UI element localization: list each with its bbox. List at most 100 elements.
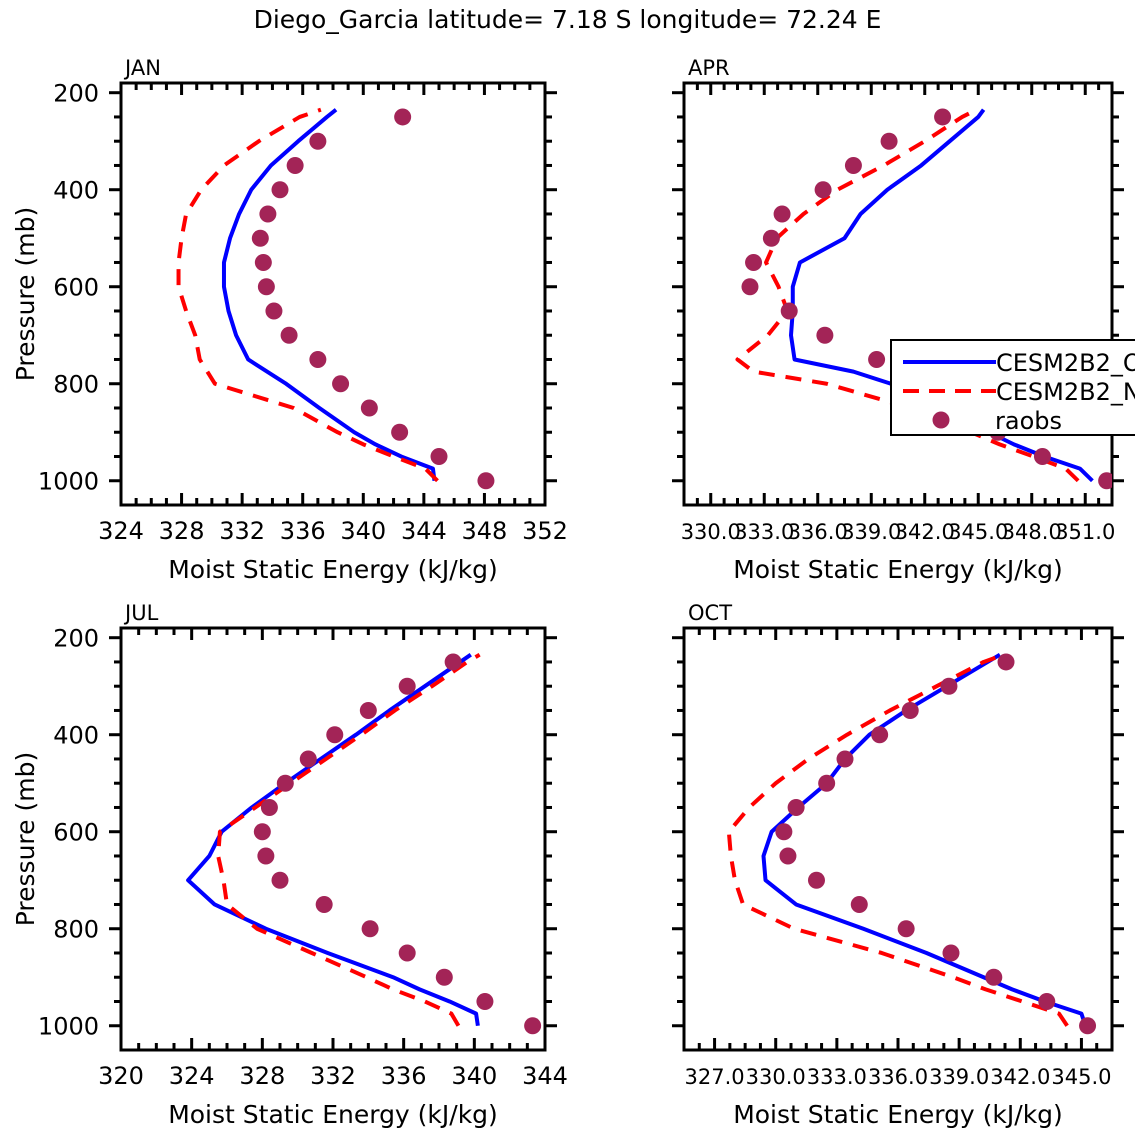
panel-frame-jul: [119, 626, 547, 1052]
y-axis-label: Pressure (mb): [11, 752, 40, 926]
raobs-point: [997, 653, 1015, 671]
raobs-point: [1033, 447, 1051, 465]
raobs-point: [394, 108, 412, 126]
raobs-point: [286, 156, 304, 174]
raobs-point: [444, 653, 462, 671]
raobs-point: [880, 132, 898, 150]
raobs-point: [745, 253, 763, 271]
panel-jan: JAN 324 328 332 336 340 344 348 352 200 400 600 800 1…: [11, 56, 568, 584]
raobs-point: [435, 968, 453, 986]
raobs-point: [807, 871, 825, 889]
raobs-point: [1038, 992, 1056, 1010]
raobs-point: [775, 823, 793, 841]
legend-box: [890, 339, 1135, 436]
raobs-point: [259, 205, 277, 223]
raobs-point: [940, 677, 958, 695]
raobs-point: [260, 798, 278, 816]
xtick-label: 330.0: [681, 520, 741, 544]
xtick-label: 348.0: [1002, 520, 1062, 544]
series-line-oslo: [761, 652, 1088, 1027]
series-line-oslo: [221, 108, 437, 481]
legend-label: raobs: [995, 407, 1062, 435]
ytick-label: 600: [53, 819, 99, 847]
raobs-point: [850, 895, 868, 913]
xtick-label: 351.0: [1055, 520, 1115, 544]
series-raobs-markers: [251, 108, 495, 490]
raobs-point: [271, 871, 289, 889]
raobs-point: [257, 847, 275, 865]
xtick-label: 336: [381, 1062, 427, 1090]
xtick-label: 345.0: [1051, 1065, 1111, 1089]
xtick-label: 328: [159, 517, 205, 545]
xtick-label: 336.0: [868, 1065, 928, 1089]
raobs-point: [477, 472, 495, 490]
raobs-point: [257, 278, 275, 296]
raobs-point: [836, 750, 854, 768]
series-line-ncar: [176, 107, 439, 483]
panel-apr: APR 330.0333.0336.0339.0342.0345.0348.035…: [672, 56, 1135, 584]
raobs-point: [476, 992, 494, 1010]
raobs-point: [360, 399, 378, 417]
raobs-point: [844, 156, 862, 174]
y-axis-label: Pressure (mb): [11, 207, 40, 381]
raobs-point: [398, 944, 416, 962]
ytick-label: 1000: [38, 468, 99, 496]
ytick-label: 200: [53, 80, 99, 108]
ytick-label: 400: [53, 177, 99, 205]
raobs-point: [326, 726, 344, 744]
data-layer: [726, 652, 1097, 1035]
x-axis-label: Moist Static Energy (kJ/kg): [733, 1100, 1063, 1129]
raobs-point: [299, 750, 317, 768]
raobs-point: [773, 205, 791, 223]
raobs-point: [934, 108, 952, 126]
data-layer: [176, 107, 495, 490]
series-line-oslo: [186, 653, 480, 1027]
series-line-oslo: [789, 108, 1094, 483]
x-axis-label: Moist Static Energy (kJ/kg): [168, 555, 498, 584]
ytick-label: 800: [53, 916, 99, 944]
xtick-label: 340: [451, 1062, 497, 1090]
raobs-point: [942, 944, 960, 962]
raobs-point: [818, 774, 836, 792]
xtick-label: 320: [98, 1062, 144, 1090]
legend-swatch-raobs: [932, 411, 950, 429]
xtick-label: 348: [462, 517, 508, 545]
raobs-point: [741, 278, 759, 296]
raobs-point: [309, 132, 327, 150]
legend-label: CESM2B2_Oslo_: [996, 349, 1135, 377]
raobs-point: [1098, 472, 1112, 490]
xtick-label: 324: [169, 1062, 215, 1090]
figure-title: Diego_Garcia latitude= 7.18 S longitude=…: [254, 5, 882, 34]
raobs-point: [985, 968, 1003, 986]
raobs-point: [901, 701, 919, 719]
xtick-label: 332: [310, 1062, 356, 1090]
raobs-point: [265, 302, 283, 320]
xtick-label: 330.0: [746, 1065, 806, 1089]
raobs-point: [332, 375, 350, 393]
xtick-label: 333.0: [807, 1065, 867, 1089]
raobs-point: [1079, 1017, 1097, 1035]
ytick-label: 200: [53, 625, 99, 653]
xtick-label: 344: [522, 1062, 568, 1090]
xtick-label: 328: [239, 1062, 285, 1090]
ytick-label: 1000: [38, 1013, 99, 1041]
xtick-label: 344: [401, 517, 447, 545]
raobs-point: [430, 447, 448, 465]
raobs-point: [271, 181, 289, 199]
panel-title-jul: JUL: [123, 601, 159, 625]
xtick-label: 333.0: [734, 520, 794, 544]
panel-oct: OCT 327.0 330.0 333.0 336.0 339.0 342.0 345.0 Mo…: [672, 601, 1124, 1129]
raobs-point: [309, 350, 327, 368]
raobs-point: [253, 823, 271, 841]
raobs-point: [814, 181, 832, 199]
panel-frame-oct: [682, 626, 1114, 1052]
raobs-point: [779, 847, 797, 865]
x-axis-label: Moist Static Energy (kJ/kg): [733, 555, 1063, 584]
panel-frame-jan: [119, 81, 547, 507]
xtick-label: 336.0: [788, 520, 848, 544]
xtick-label: 342.0: [895, 520, 955, 544]
panel-jul: JUL 320 324 328 332 336 340 344 200 400 600 800 1000…: [11, 601, 568, 1129]
raobs-point: [315, 895, 333, 913]
